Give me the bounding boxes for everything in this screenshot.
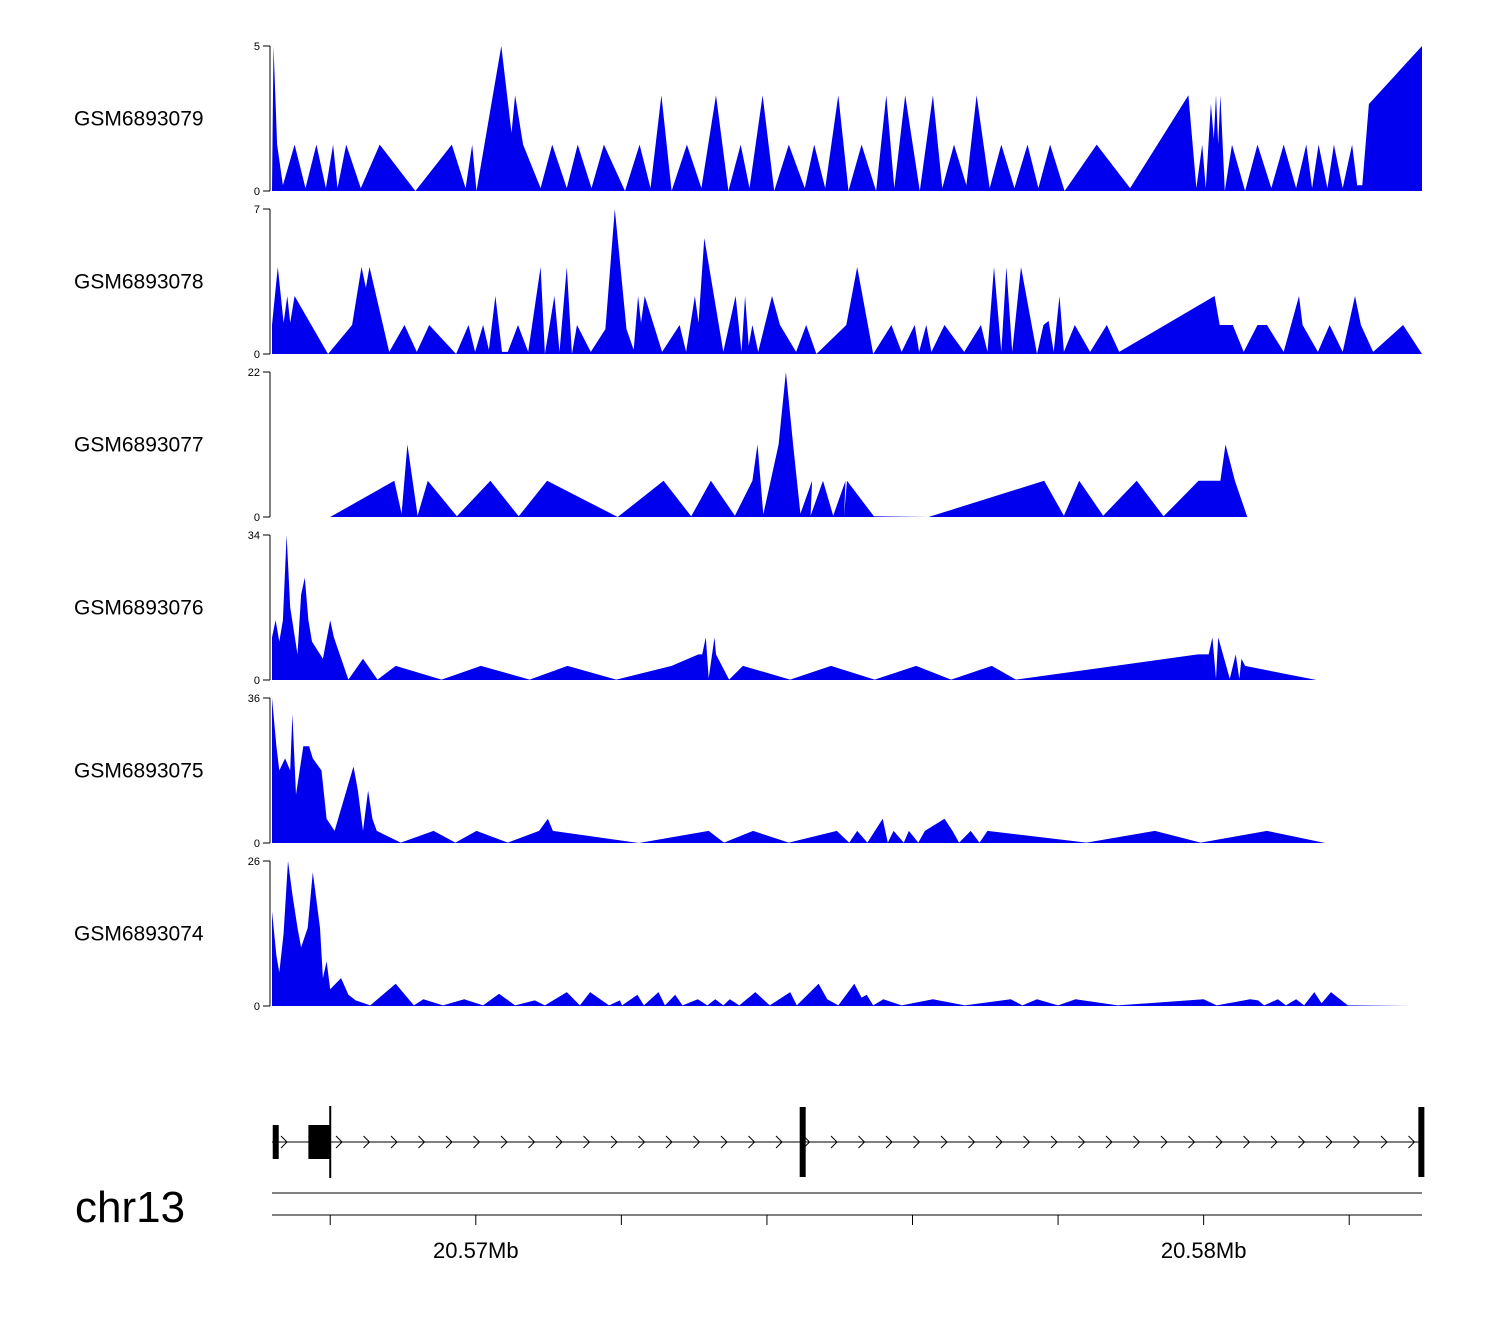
chromosome-label: chr13: [75, 1183, 185, 1232]
coverage-area: [272, 535, 1317, 680]
exon-block: [308, 1125, 331, 1159]
strand-arrow: [583, 1135, 591, 1149]
track-name-label: GSM6893077: [74, 434, 204, 457]
strand-arrow: [885, 1135, 893, 1149]
exon-block: [1418, 1107, 1425, 1177]
strand-arrow: [1408, 1135, 1416, 1149]
strand-arrow: [1353, 1135, 1361, 1149]
strand-arrow: [335, 1135, 343, 1149]
track-name-label: GSM6893079: [74, 108, 204, 131]
strand-arrow: [693, 1135, 701, 1149]
strand-arrow: [720, 1135, 728, 1149]
strand-arrow: [1078, 1135, 1086, 1149]
strand-arrow: [1243, 1135, 1251, 1149]
strand-arrow: [1050, 1135, 1058, 1149]
strand-arrow: [473, 1135, 481, 1149]
gene-model-track: [272, 1106, 1425, 1178]
track-name-label: GSM6893076: [74, 597, 204, 620]
track-name-label: GSM6893078: [74, 271, 204, 294]
coverage-track-5: 26 0 GSM6893074: [74, 856, 1412, 1013]
coverage-area: [272, 46, 1422, 191]
strand-arrow: [940, 1135, 948, 1149]
strand-arrow: [748, 1135, 756, 1149]
strand-arrow: [500, 1135, 508, 1149]
strand-arrow: [1215, 1135, 1223, 1149]
y-min-label: 0: [254, 512, 260, 524]
strand-arrow: [1133, 1135, 1141, 1149]
strand-arrow: [528, 1135, 536, 1149]
strand-arrow: [913, 1135, 921, 1149]
y-min-label: 0: [254, 838, 260, 850]
strand-arrow: [445, 1135, 453, 1149]
strand-arrow: [1298, 1135, 1306, 1149]
y-max-label: 5: [254, 41, 260, 53]
y-max-label: 7: [254, 204, 260, 216]
y-min-label: 0: [254, 675, 260, 687]
strand-arrow: [1270, 1135, 1278, 1149]
track-name-label: GSM6893074: [74, 923, 204, 946]
strand-arrow: [610, 1135, 618, 1149]
y-min-label: 0: [254, 1001, 260, 1013]
coverage-track-0: 5 0 GSM6893079: [74, 41, 1422, 198]
strand-arrow: [555, 1135, 563, 1149]
coverage-area: [272, 209, 1422, 354]
strand-arrow: [830, 1135, 838, 1149]
genome-axis: chr13 20.57Mb 20.58Mb: [75, 1183, 1422, 1263]
strand-arrow: [1380, 1135, 1388, 1149]
strand-arrow: [995, 1135, 1003, 1149]
strand-arrow: [858, 1135, 866, 1149]
y-max-label: 34: [248, 530, 260, 542]
y-min-label: 0: [254, 186, 260, 198]
coverage-track-3: 34 0 GSM6893076: [74, 530, 1317, 687]
coverage-area: [330, 372, 1408, 517]
coverage-track-2: 22 0 GSM6893077: [74, 367, 1408, 524]
track-name-label: GSM6893075: [74, 760, 204, 783]
coverage-area: [272, 698, 1326, 843]
y-max-label: 36: [248, 693, 260, 705]
y-max-label: 26: [248, 856, 260, 868]
coverage-area: [272, 861, 1412, 1006]
coverage-tracks: 5 0 GSM6893079 7 0 GSM6893078 22 0 GSM6893077 34 0…: [74, 41, 1422, 1013]
exon-block: [799, 1107, 806, 1177]
strand-arrow: [363, 1135, 371, 1149]
exon-block: [272, 1125, 279, 1159]
strand-arrow: [775, 1135, 783, 1149]
x-tick-label: 20.58Mb: [1161, 1238, 1247, 1263]
strand-arrow: [638, 1135, 646, 1149]
y-min-label: 0: [254, 349, 260, 361]
strand-arrow: [280, 1135, 288, 1149]
coverage-track-4: 36 0 GSM6893075: [74, 693, 1326, 850]
strand-arrow: [1105, 1135, 1113, 1149]
strand-arrow: [418, 1135, 426, 1149]
strand-arrow: [390, 1135, 398, 1149]
strand-arrow: [968, 1135, 976, 1149]
strand-arrow: [1160, 1135, 1168, 1149]
strand-arrow: [665, 1135, 673, 1149]
x-tick-label: 20.57Mb: [433, 1238, 519, 1263]
strand-arrow: [1325, 1135, 1333, 1149]
strand-arrow: [1023, 1135, 1031, 1149]
strand-arrow: [1188, 1135, 1196, 1149]
y-max-label: 22: [248, 367, 260, 379]
coverage-track-1: 7 0 GSM6893078: [74, 204, 1422, 361]
